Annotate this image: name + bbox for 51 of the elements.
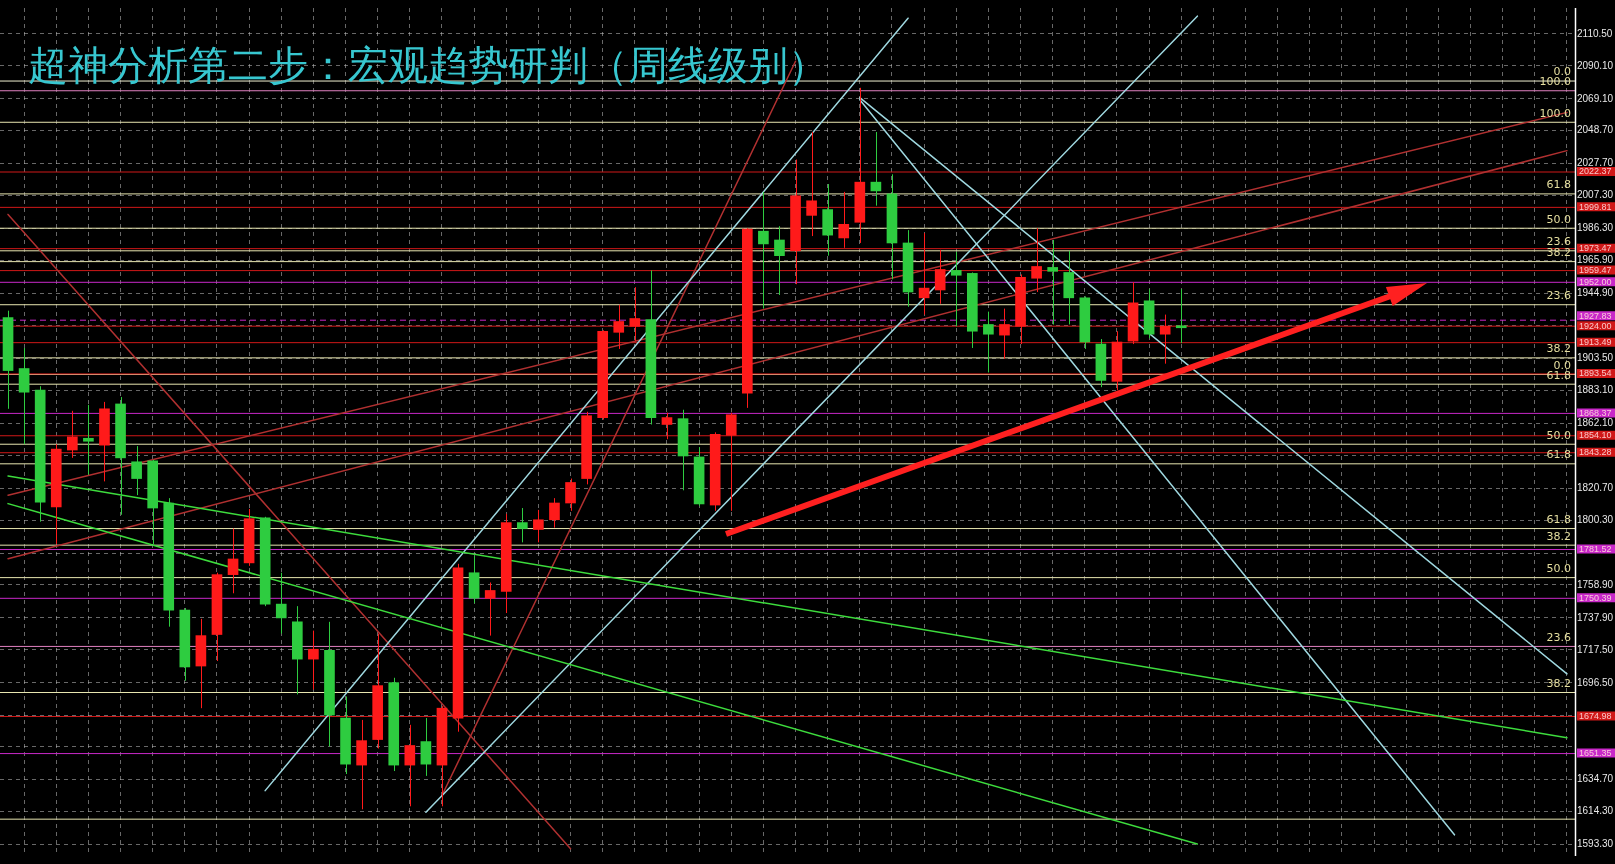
y-tick-label: 2069.10 xyxy=(1577,92,1614,104)
y-tick-label: 1717.50 xyxy=(1577,643,1614,655)
y-tick-label: 1965.90 xyxy=(1577,254,1614,266)
y-tick-label: 1800.30 xyxy=(1577,513,1614,525)
ref-line-label: 1913.49 xyxy=(1579,337,1612,348)
y-tick-label: 2007.30 xyxy=(1577,189,1614,201)
ref-line-label: 1750.39 xyxy=(1579,592,1612,603)
annotation: 38.2 xyxy=(1546,529,1571,543)
ref-line-label: 1924.00 xyxy=(1579,320,1612,331)
ref-line-label: 1999.81 xyxy=(1579,201,1612,212)
y-tick-label: 1696.50 xyxy=(1577,676,1614,688)
y-tick-label: 1903.50 xyxy=(1577,352,1614,364)
ref-line-label: 1854.10 xyxy=(1579,430,1612,441)
ref-line-label: 1781.52 xyxy=(1579,544,1612,555)
y-tick-label: 1862.10 xyxy=(1577,416,1614,428)
ref-line-label: 1893.54 xyxy=(1579,368,1612,379)
y-tick-label: 2027.70 xyxy=(1577,157,1614,169)
ref-line-label: 1868.37 xyxy=(1579,407,1612,418)
y-tick-label: 1986.30 xyxy=(1577,222,1614,234)
ref-line-label: 1959.47 xyxy=(1579,265,1612,276)
annotation: 100.0 xyxy=(1539,106,1571,120)
annotation: 61.8 xyxy=(1546,178,1571,192)
annotation: 50.0 xyxy=(1546,561,1571,575)
y-tick-label: 1820.70 xyxy=(1577,481,1614,493)
ref-line-label: 1674.98 xyxy=(1579,711,1612,722)
ref-line-label: 1843.28 xyxy=(1579,447,1612,458)
y-tick-label: 1737.90 xyxy=(1577,611,1614,623)
y-tick-label: 2090.10 xyxy=(1577,59,1614,71)
annotation: 0.0 xyxy=(1553,358,1571,372)
y-tick-label: 1614.30 xyxy=(1577,805,1614,817)
y-tick-label: 2048.70 xyxy=(1577,124,1614,136)
ref-line-label: 1927.83 xyxy=(1579,310,1612,321)
annotation: 61.8 xyxy=(1546,512,1571,526)
y-tick-label: 1593.30 xyxy=(1577,838,1614,850)
y-tick-label: 2110.50 xyxy=(1577,27,1613,39)
ref-line-label: 1952.00 xyxy=(1579,276,1612,287)
ref-line-label: 1651.35 xyxy=(1579,748,1612,759)
annotation: 38.2 xyxy=(1546,342,1571,356)
annotation: 38.2 xyxy=(1546,676,1571,690)
y-tick-label: 1634.70 xyxy=(1577,773,1614,785)
ref-line-label: 1973.47 xyxy=(1579,243,1612,254)
annotation: 100.0 xyxy=(1539,75,1571,89)
annotation: 23.6 xyxy=(1546,289,1571,303)
annotation: 23.6 xyxy=(1546,630,1571,644)
y-tick-label: 1758.90 xyxy=(1577,578,1614,590)
annotation: 50.0 xyxy=(1546,212,1571,226)
y-tick-label: 1944.90 xyxy=(1577,287,1614,299)
text: 超神分析第二步：宏观趋势研判（周线级别） xyxy=(28,42,828,88)
annotation: 23.6 xyxy=(1546,235,1571,249)
y-tick-label: 1883.10 xyxy=(1577,384,1614,396)
ref-line-label: 2022.37 xyxy=(1579,166,1612,177)
